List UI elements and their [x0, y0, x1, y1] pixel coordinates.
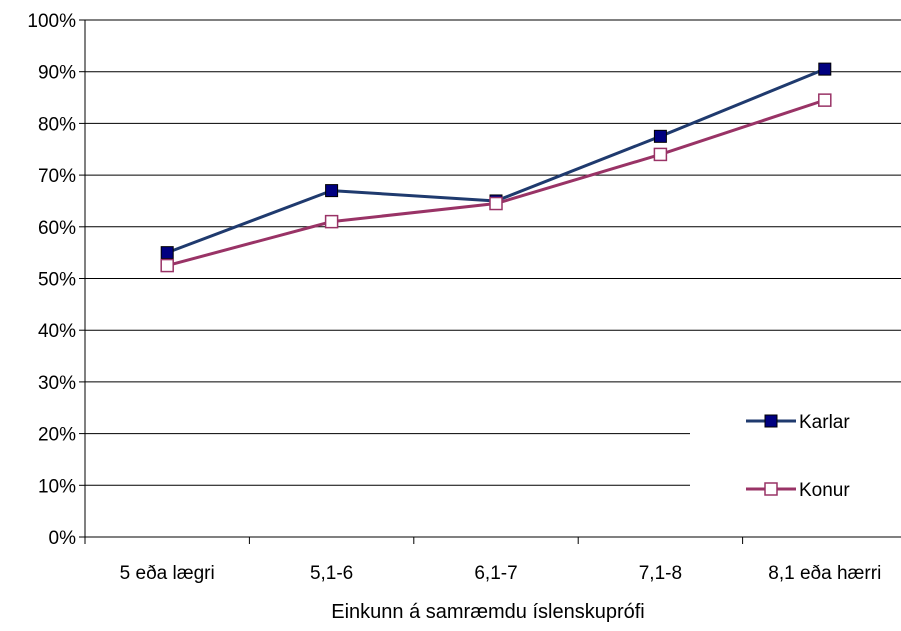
y-tick-label: 100% — [27, 11, 76, 32]
x-tick-label: 8,1 eða hærri — [768, 563, 881, 584]
data-point — [653, 147, 668, 162]
x-tick-label: 6,1-7 — [474, 563, 517, 584]
y-tick-label: 30% — [38, 373, 76, 394]
legend-label: Konur — [799, 480, 850, 501]
data-point — [160, 258, 174, 273]
data-point — [489, 196, 503, 211]
data-point — [818, 62, 832, 76]
y-tick-label: 60% — [38, 218, 76, 239]
y-tick-label: 20% — [38, 425, 76, 446]
legend-item-konur: Konur — [746, 480, 850, 501]
series-konur — [160, 93, 832, 273]
y-tick-label: 70% — [38, 166, 76, 187]
axes — [79, 19, 901, 544]
y-tick-label: 50% — [38, 270, 76, 291]
legend-label: Karlar — [799, 412, 850, 433]
x-axis-title: Einkunn á samræmdu íslenskuprófi — [331, 601, 644, 623]
legend-marker — [764, 482, 778, 496]
legend-marker — [764, 414, 778, 428]
series-group — [160, 62, 832, 273]
data-point — [818, 93, 832, 107]
x-tick-labels: 5 eða lægri 5,1-6 6,1-7 7,1-8 8,1 eða hærri — [120, 563, 882, 584]
x-tick-label: 5 eða lægri — [120, 563, 215, 584]
x-tick-label: 7,1-8 — [639, 563, 682, 584]
series-line — [166, 98, 826, 268]
data-point — [653, 129, 667, 143]
y-tick-label: 40% — [38, 321, 76, 342]
y-tick-label: 80% — [38, 114, 76, 135]
gridlines — [85, 19, 901, 486]
data-point — [324, 214, 339, 229]
legend: Karlar Konur — [746, 412, 850, 501]
y-tick-label: 0% — [49, 528, 77, 549]
y-tick-label: 90% — [38, 63, 76, 84]
y-tick-labels: 0% 10% 20% 30% 40% 50% 60% 70% 80% 90% 100% — [27, 11, 76, 549]
x-tick-label: 5,1-6 — [310, 563, 353, 584]
data-point — [160, 246, 174, 260]
legend-item-karlar: Karlar — [746, 412, 850, 433]
series-line — [166, 67, 826, 255]
data-point — [325, 184, 339, 198]
series-karlar — [160, 62, 832, 260]
y-tick-label: 10% — [38, 476, 76, 497]
